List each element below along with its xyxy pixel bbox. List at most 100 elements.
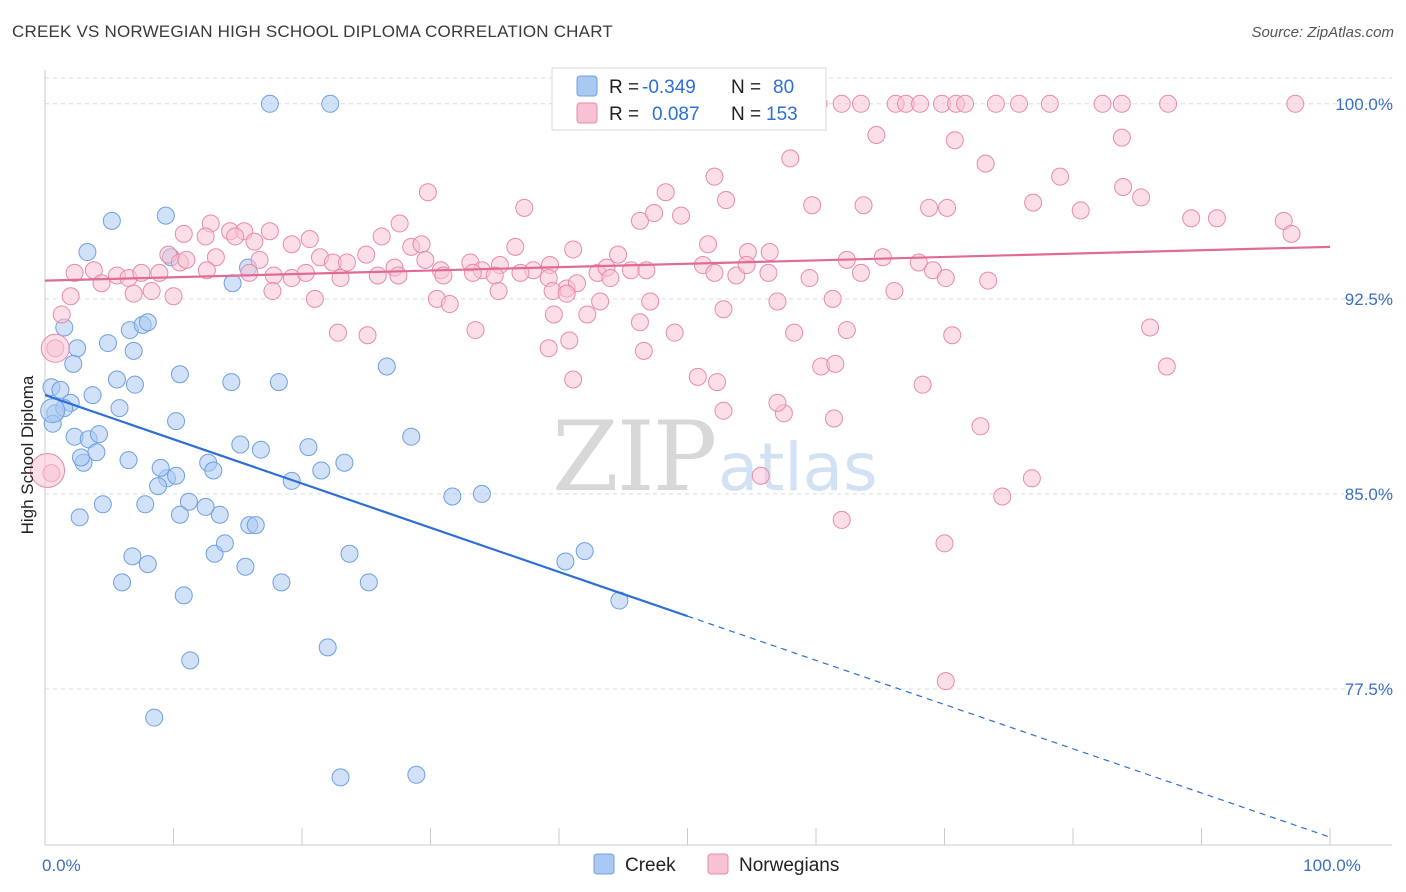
- creek-point-45: [149, 477, 168, 496]
- norwegians-extra-point-0: [539, 339, 558, 358]
- norwegians-point-149: [634, 341, 653, 360]
- norwegians-point-133: [768, 292, 787, 311]
- creek-point-65: [575, 542, 594, 561]
- creek-point-17: [222, 373, 241, 392]
- norwegians-point-11: [1040, 94, 1059, 113]
- creek-point-75: [407, 765, 426, 784]
- creek-point-60: [123, 547, 142, 566]
- norwegians-extra-point-3: [913, 375, 932, 394]
- norwegians-point-41: [515, 198, 534, 217]
- norwegians-point-86: [705, 263, 724, 282]
- creek-point-52: [179, 492, 198, 511]
- norwegians-point-96: [65, 263, 84, 282]
- bottom-legend-label-norwegians: Norwegians: [739, 855, 839, 876]
- creek-point-78: [151, 458, 170, 477]
- norwegians-point-28: [1182, 209, 1201, 228]
- creek-point-73: [145, 708, 164, 727]
- creek-point-19: [377, 357, 396, 376]
- norwegians-point-42: [390, 214, 409, 233]
- norwegians-point-119: [61, 287, 80, 306]
- norwegians-point-72: [357, 245, 376, 264]
- bottom-legend-label-creek: Creek: [625, 855, 676, 876]
- norwegians-extra-point-11: [832, 510, 851, 529]
- norwegians-point-151: [708, 373, 727, 392]
- creek-point-49: [472, 484, 491, 503]
- norwegians-point-129: [557, 284, 576, 303]
- series-creek-points: [40, 94, 629, 787]
- creek-point-57: [246, 516, 265, 535]
- norwegians-point-5: [911, 94, 930, 113]
- watermark-zip: ZIP: [552, 401, 715, 513]
- creek-point-24: [83, 386, 102, 405]
- creek-point-61: [138, 555, 157, 574]
- creek-point-21: [51, 380, 70, 399]
- legend-n-value-creek: 80: [773, 77, 794, 98]
- creek-point-2: [102, 211, 121, 230]
- norwegians-point-35: [717, 191, 736, 210]
- norwegians-point-123: [263, 282, 282, 301]
- bottom-legend-swatch-creek: [593, 853, 615, 875]
- creek-point-16: [170, 365, 189, 384]
- norwegians-extra-point-15: [936, 672, 955, 691]
- legend-n-label-norwegians: N =: [731, 104, 761, 125]
- creek-point-11: [138, 313, 157, 332]
- creek-point-44: [204, 461, 223, 480]
- norwegians-point-127: [489, 282, 508, 301]
- norwegians-point-71: [337, 253, 356, 272]
- norwegians-point-140: [544, 305, 563, 324]
- creek-point-64: [556, 552, 575, 571]
- norwegians-point-62: [873, 248, 892, 267]
- norwegians-point-74: [416, 250, 435, 269]
- trend-lines: [44, 245, 1331, 838]
- series-norwegians-points: [30, 94, 1305, 691]
- norwegians-point-126: [440, 295, 459, 314]
- norwegians-point-122: [164, 287, 183, 306]
- source-credit: Source: ZipAtlas.com: [1251, 24, 1394, 41]
- norwegians-point-33: [656, 183, 675, 202]
- norwegians-point-120: [124, 284, 143, 303]
- norwegians-point-138: [358, 326, 377, 345]
- norwegians-extra-point-12: [993, 487, 1012, 506]
- norwegians-point-103: [197, 261, 216, 280]
- creek-point-34: [89, 425, 108, 444]
- norwegians-point-136: [52, 305, 71, 324]
- norwegians-point-12: [1093, 94, 1112, 113]
- legend-r-label-norwegians: R =: [609, 104, 639, 125]
- creek-point-35: [231, 435, 250, 454]
- creek-point-31: [402, 427, 421, 446]
- norwegians-extra-point-17: [768, 393, 787, 412]
- norwegians-point-60: [760, 243, 779, 262]
- norwegians-point-98: [92, 274, 111, 293]
- norwegians-point-9: [986, 94, 1005, 113]
- norwegians-point-57: [609, 245, 628, 264]
- norwegians-point-8: [956, 94, 975, 113]
- creek-point-1: [321, 94, 340, 113]
- norwegians-point-38: [672, 206, 691, 225]
- norwegians-point-22: [1114, 178, 1133, 197]
- norwegians-point-15: [1286, 94, 1305, 113]
- creek-point-28: [110, 399, 129, 418]
- norwegians-point-124: [305, 289, 324, 308]
- norwegians-extra-point-16: [826, 354, 845, 373]
- norwegians-extra-point-4: [1157, 357, 1176, 376]
- norwegians-point-19: [781, 149, 800, 168]
- creek-point-77: [196, 497, 215, 516]
- norwegians-point-134: [823, 289, 842, 308]
- creek-point-47: [312, 461, 331, 480]
- creek-point-71: [318, 638, 337, 657]
- creek-point-3: [156, 206, 175, 225]
- norwegians-point-137: [328, 323, 347, 342]
- creek-point-41: [335, 453, 354, 472]
- norwegians-point-23: [1132, 188, 1151, 207]
- norwegians-point-132: [714, 300, 733, 319]
- norwegians-point-88: [737, 256, 756, 275]
- norwegians-point-27: [1071, 201, 1090, 220]
- norwegians-point-26: [1024, 193, 1043, 212]
- creek-point-14: [124, 341, 143, 360]
- norwegians-point-130: [591, 292, 610, 311]
- norwegians-point-144: [785, 323, 804, 342]
- norwegians-point-90: [800, 269, 819, 288]
- creek-point-51: [136, 495, 155, 514]
- norwegians-point-135: [885, 282, 904, 301]
- creek-point-53: [170, 505, 189, 524]
